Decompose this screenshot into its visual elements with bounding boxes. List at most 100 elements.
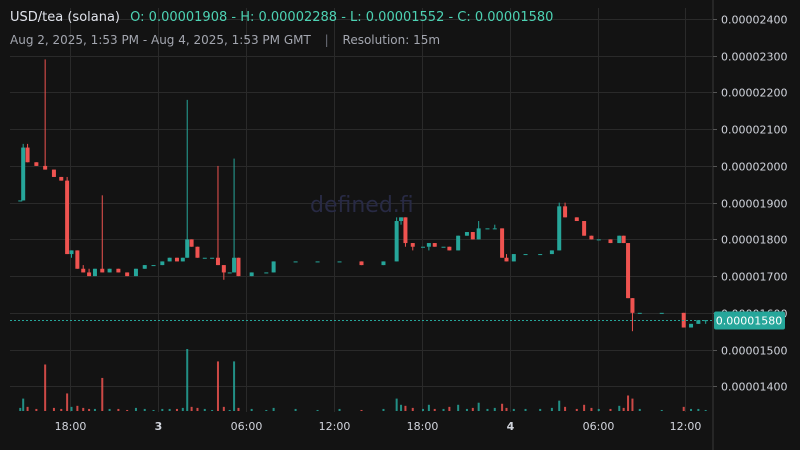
candle-body — [337, 261, 342, 263]
date-range: Aug 2, 2025, 1:53 PM - Aug 4, 2025, 1:53… — [10, 33, 311, 47]
candle-body — [394, 221, 399, 262]
volume-bar — [26, 406, 29, 411]
volume-bar — [697, 408, 700, 411]
volume-bar — [442, 408, 445, 411]
price-axis[interactable]: 0.00002400 0.00002300 0.00002200 0.00002100… — [713, 14, 787, 394]
grid-lines — [10, 0, 714, 450]
candle-body — [432, 243, 437, 247]
volume-bar — [622, 407, 625, 411]
time-tick-label: 06:00 — [583, 420, 615, 433]
candle-body — [59, 176, 64, 181]
volume-bars — [19, 349, 707, 411]
candle-body — [447, 246, 452, 251]
candle-body — [621, 235, 626, 244]
price-tick-label: 0.00002300 — [721, 51, 787, 64]
candle-body — [659, 312, 664, 314]
volume-bar — [70, 406, 73, 411]
volume-bar — [609, 408, 612, 411]
volume-bar — [338, 408, 341, 411]
volume-bar — [88, 408, 91, 411]
volume-bar — [382, 408, 385, 411]
candle-body — [500, 228, 505, 258]
volume-bar — [265, 409, 268, 411]
volume-bar — [126, 409, 129, 411]
volume-bar — [575, 408, 578, 411]
volume-bar — [539, 408, 542, 411]
watermark-logo: defined.fi — [310, 193, 414, 218]
candle-body — [511, 254, 516, 262]
time-tick-label: 18:00 — [407, 420, 439, 433]
volume-bar — [690, 408, 693, 411]
volume-bar — [477, 402, 480, 411]
last-price-indicator: 0.00001580 — [10, 311, 785, 330]
volume-bar — [294, 408, 297, 411]
last-price-label: 0.00001580 — [716, 315, 782, 328]
candle-body — [125, 272, 130, 277]
price-tick-label: 0.00002200 — [721, 87, 787, 100]
candle-body — [189, 239, 194, 247]
volume-bar — [82, 407, 85, 411]
volume-bar — [400, 404, 403, 411]
candle-body — [464, 232, 469, 236]
volume-bar — [597, 408, 600, 411]
time-tick-label: 4 — [507, 420, 515, 433]
volume-bar — [682, 406, 685, 411]
candle-body — [608, 239, 613, 244]
volume-bar — [203, 408, 206, 411]
candle-body — [87, 272, 92, 277]
volume-bar — [471, 407, 474, 411]
volume-bar — [143, 408, 146, 411]
volume-bar — [22, 398, 25, 411]
volume-bar — [44, 364, 47, 411]
volume-bar — [134, 407, 137, 411]
volume-bar — [233, 361, 236, 411]
candle-body — [589, 235, 594, 240]
volume-bar — [101, 377, 104, 411]
candle-body — [410, 243, 415, 247]
volume-bar — [76, 405, 79, 411]
time-tick-label: 18:00 — [55, 420, 87, 433]
candle-body — [381, 261, 386, 266]
volume-bar — [117, 408, 120, 411]
time-tick-label: 06:00 — [231, 420, 263, 433]
candle-body — [470, 232, 475, 240]
candle-body — [221, 265, 226, 273]
volume-bar — [168, 408, 171, 411]
candle-body — [315, 261, 320, 263]
candle-body — [293, 261, 298, 263]
candle-body — [249, 272, 254, 277]
volume-bar — [60, 408, 63, 411]
candle-body — [689, 323, 694, 328]
volume-bar — [404, 405, 407, 411]
candle-body — [596, 239, 601, 241]
candle-body — [549, 250, 554, 255]
ohlc-readout: O: 0.00001908 - H: 0.00002288 - L: 0.000… — [130, 10, 554, 25]
candle-body — [81, 268, 86, 273]
candle-body — [160, 261, 165, 266]
candle-body — [492, 228, 497, 230]
candle-body — [630, 298, 635, 313]
candle-body — [523, 254, 528, 256]
volume-bar — [228, 409, 231, 411]
candlestick-series — [18, 59, 708, 332]
volume-bar — [422, 408, 425, 411]
candle-body — [264, 272, 269, 274]
volume-bar — [486, 408, 489, 411]
volume-bar — [583, 404, 586, 411]
candle-body — [18, 200, 23, 202]
volume-bar — [457, 404, 460, 411]
candle-body — [142, 265, 147, 269]
volume-bar — [512, 408, 515, 411]
candle-body — [25, 147, 30, 163]
volume-bar — [493, 407, 496, 411]
volume-bar — [433, 408, 436, 411]
volume-bar — [704, 409, 707, 411]
pair-title: USD/tea (solana) — [10, 10, 121, 25]
time-axis[interactable]: 18:00 3 06:00 12:00 18:00 4 06:00 12:00 — [55, 420, 702, 433]
candle-body — [34, 162, 39, 166]
volume-bar — [108, 408, 111, 411]
volume-bar — [627, 395, 630, 411]
volume-bar — [250, 408, 253, 411]
volume-bar — [501, 403, 504, 411]
